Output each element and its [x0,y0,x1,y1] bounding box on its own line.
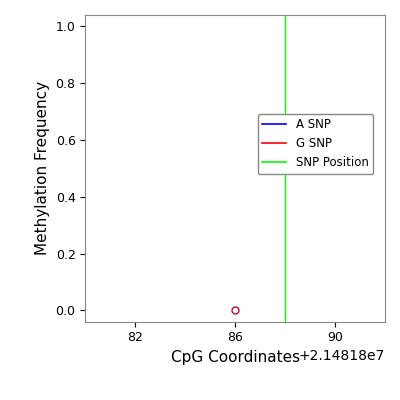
Y-axis label: Methylation Frequency: Methylation Frequency [35,81,50,256]
X-axis label: CpG Coordinates: CpG Coordinates [170,350,300,365]
Legend: A SNP, G SNP, SNP Position: A SNP, G SNP, SNP Position [258,114,373,174]
